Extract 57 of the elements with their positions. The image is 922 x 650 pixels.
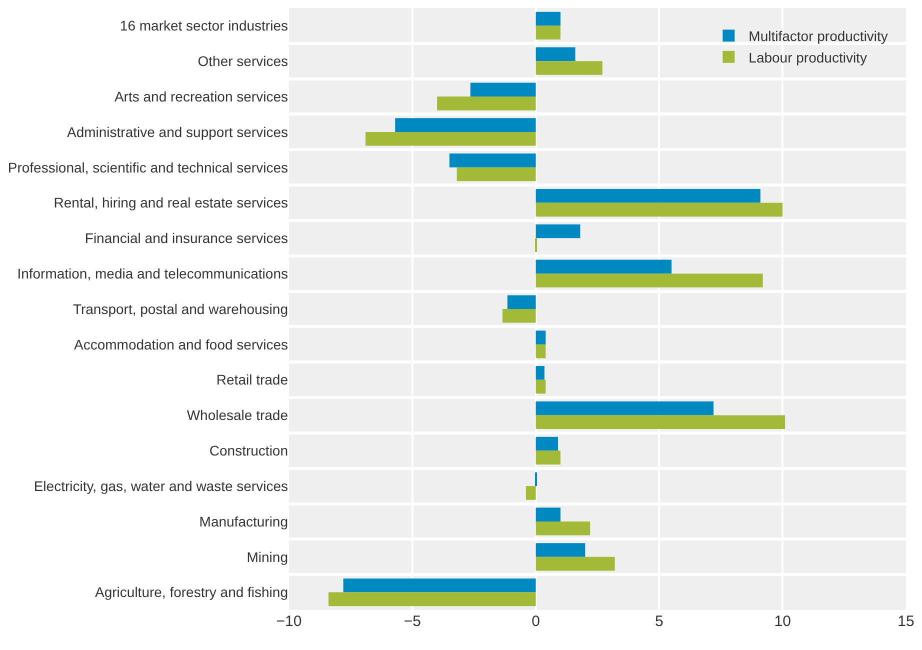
bar (536, 543, 586, 557)
x-tick-label: −10 (276, 613, 302, 630)
bar (536, 12, 560, 26)
bar (526, 486, 536, 500)
bar (536, 260, 672, 274)
bar (343, 578, 536, 592)
y-tick-label: Other services (198, 53, 288, 70)
x-tick-label: 10 (774, 613, 791, 630)
y-tick-label: Administrative and support services (67, 124, 288, 140)
bar (449, 154, 536, 168)
bar (536, 508, 560, 522)
y-tick-label: Information, media and telecommunications (17, 265, 288, 282)
y-tick-label: Construction (209, 442, 288, 459)
bar (536, 330, 546, 344)
bar (536, 521, 590, 536)
bar (502, 309, 536, 323)
bar (328, 592, 536, 606)
bar (536, 274, 763, 288)
y-tick-label: Retail trade (216, 372, 288, 388)
bar (536, 26, 560, 40)
y-tick-label: Rental, hiring and real estate services (54, 194, 288, 211)
y-tick-label: Transport, postal and warehousing (72, 300, 288, 317)
y-tick-label: Electricity, gas, water and waste services (34, 478, 288, 494)
y-tick-label: Mining (246, 548, 288, 565)
bar (536, 556, 615, 571)
bar (536, 401, 714, 416)
bar (456, 167, 536, 182)
x-tick-label: 15 (898, 613, 914, 630)
x-tick-label: −5 (404, 613, 421, 630)
bar (536, 202, 783, 217)
bar (536, 380, 546, 394)
y-tick-label: Accommodation and food services (74, 336, 288, 352)
x-tick-label: 5 (655, 613, 664, 630)
bar (536, 61, 602, 75)
y-tick-label: Professional, scientific and technical services (8, 159, 288, 176)
bar (536, 224, 580, 238)
bar (395, 118, 536, 132)
y-tick-label: Agriculture, forestry and fishing (95, 584, 288, 600)
legend-label: Labour productivity (748, 49, 867, 66)
bar (536, 188, 760, 203)
bar (507, 295, 536, 309)
legend-label: Multifactor productivity (748, 28, 888, 44)
bar (536, 47, 576, 62)
bar (536, 450, 560, 464)
y-tick-label: Wholesale trade (186, 407, 288, 424)
bar (470, 82, 536, 97)
bar (536, 415, 786, 430)
y-tick-label: 16 market sector industries (120, 18, 288, 34)
bar (366, 132, 536, 146)
x-tick-label: 0 (532, 613, 540, 630)
bar (536, 344, 546, 358)
y-tick-label: Manufacturing (199, 513, 288, 530)
y-tick-label: Financial and insurance services (84, 230, 288, 246)
bar (536, 436, 558, 451)
bar (536, 366, 544, 380)
bar (437, 96, 536, 110)
y-tick-label: Arts and recreation services (114, 88, 288, 104)
